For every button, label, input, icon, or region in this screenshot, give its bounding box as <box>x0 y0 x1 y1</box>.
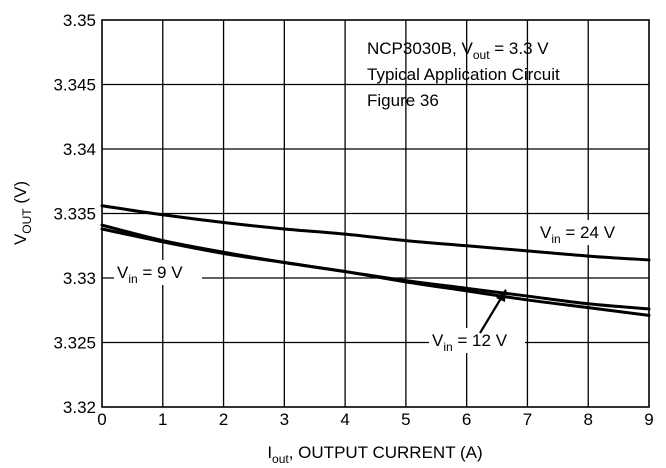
annotation-box: NCP3030B, Vout = 3.3 V Typical Applicati… <box>367 39 560 110</box>
y-tick-label: 3.325 <box>53 334 96 353</box>
x-tick-label: 6 <box>462 410 471 429</box>
series-vin-12v-curve <box>100 227 651 317</box>
y-tick-label: 3.345 <box>53 76 96 95</box>
series-curves <box>100 204 651 317</box>
y-tick-label: 3.35 <box>63 11 96 30</box>
series-label-vin-9v-background <box>114 260 202 285</box>
annotation-line-2: Typical Application Circuit <box>367 65 560 84</box>
x-tick-label: 2 <box>219 410 228 429</box>
x-tick-label: 5 <box>401 410 410 429</box>
series-vin-24v-curve <box>100 204 651 262</box>
series-label-vin-24v-background <box>537 220 635 245</box>
series-label-vin-12v: Vin = 12 V <box>432 331 508 354</box>
label-arrow-head <box>496 289 506 302</box>
annotation-line-3: Figure 36 <box>367 91 439 110</box>
x-tick-label: 7 <box>523 410 532 429</box>
y-tick-label: 3.32 <box>63 398 96 417</box>
grid-lines <box>102 20 649 407</box>
annotation-line-1: NCP3030B, Vout = 3.3 V <box>367 39 549 62</box>
series-label-vin-24v: Vin = 24 V <box>540 223 616 246</box>
y-tick-label: 3.33 <box>63 269 96 288</box>
x-tick-label: 1 <box>158 410 167 429</box>
x-tick-label: 0 <box>97 410 106 429</box>
y-axis-title: VOUT (V) <box>11 181 34 245</box>
y-tick-label: 3.335 <box>53 205 96 224</box>
x-tick-label: 9 <box>644 410 653 429</box>
x-axis-title: Iout, OUTPUT CURRENT (A) <box>267 443 482 466</box>
series-label-vin-12v-background <box>429 328 525 353</box>
series-labels: Vin = 24 V Vin = 9 V Vin = 12 V <box>114 220 635 354</box>
x-tick-label: 3 <box>280 410 289 429</box>
plot-frame <box>101 19 650 408</box>
y-tick-label: 3.34 <box>63 140 96 159</box>
y-tick-labels: 3.32 3.325 3.33 3.335 3.34 3.345 3.35 <box>53 11 96 417</box>
series-label-vin-9v: Vin = 9 V <box>117 263 183 286</box>
x-tick-label: 8 <box>583 410 592 429</box>
x-tick-labels: 0 1 2 3 4 5 6 7 8 9 <box>97 410 653 429</box>
x-tick-label: 4 <box>340 410 349 429</box>
